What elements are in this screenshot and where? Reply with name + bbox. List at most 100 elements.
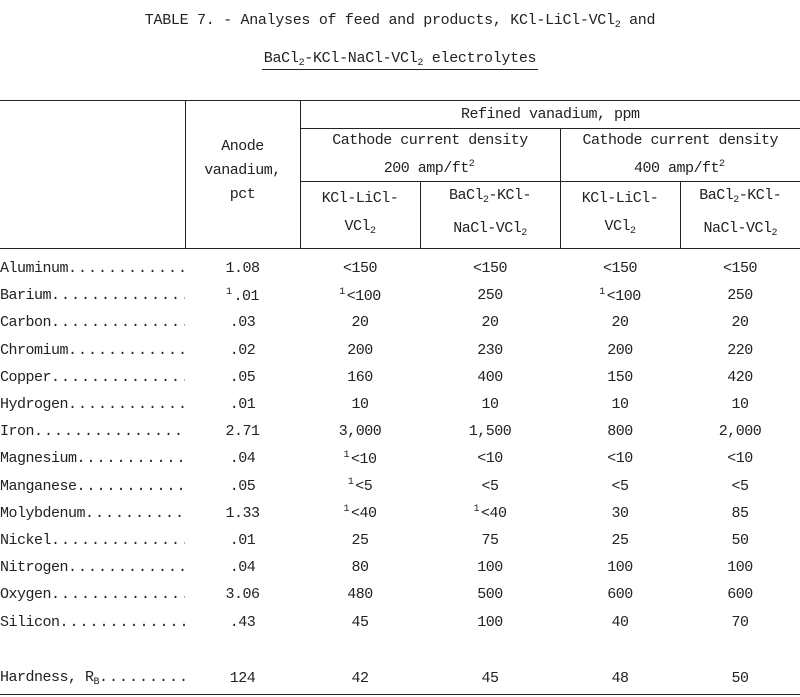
text: 600 (607, 586, 633, 604)
subscript: B (93, 677, 100, 689)
leader-dots: .................... (51, 531, 185, 549)
text-line: BaCl2-KCl- (681, 182, 800, 215)
text: .01 (229, 531, 256, 549)
table-row: Carbon.................... .03 20 20 20 20 (0, 309, 800, 336)
table-cell: <5 (680, 473, 800, 500)
table-row: Nitrogen.................... .04 80 100 100 1… (0, 554, 800, 581)
text: Molybdenum (0, 504, 86, 522)
text: .01 (229, 396, 256, 414)
table-cell: <10 (680, 445, 800, 472)
text: Hydrogen (0, 396, 69, 414)
text: Cathode current density (582, 132, 779, 149)
text-line: NaCl-VCl2 (421, 215, 560, 248)
text: 70 (731, 613, 750, 631)
table-row: Aluminum.................... 1.08 <150 <150… (0, 255, 800, 282)
title-text: TABLE 7. - Analyses of feed and products… (145, 12, 656, 31)
table-cell: 100 (420, 554, 560, 581)
footnote-mark: 1 (347, 477, 354, 489)
footnote-mark: 1 (343, 449, 349, 461)
table-cell: .04 (185, 445, 300, 472)
text-line: Anode (186, 135, 300, 159)
text-line: NaCl-VCl2 (681, 215, 800, 248)
text: BaCl (263, 50, 299, 67)
text: electrolytes (423, 50, 537, 67)
text: 200 (347, 341, 373, 359)
table-cell: 1 <100 (560, 282, 680, 309)
text: 200 amp/ft (383, 160, 470, 177)
table-cell: 30 (560, 500, 680, 527)
text: <150 (723, 260, 758, 278)
table-cell: 3.06 (185, 581, 300, 608)
text: 25 (611, 531, 629, 549)
leader-dots: .................... (51, 586, 185, 604)
subscript: 2 (771, 228, 778, 239)
text: Cathode current density (332, 132, 528, 149)
table-cell: 10 (420, 391, 560, 418)
table-cell: 200 (560, 337, 680, 364)
footnote-mark: 1 (473, 504, 479, 516)
text: Copper (0, 368, 52, 386)
column-header: KCl-LiCl- VCl2 (299, 181, 420, 249)
table-cell: 1.01 (185, 282, 300, 309)
text: <10 (351, 450, 377, 468)
text-line: VCl2 (301, 213, 420, 246)
row-label: Hardness, RB.................... (0, 663, 185, 695)
row-label: Silicon.................... (0, 608, 185, 635)
table-cell: 1 <5 (300, 473, 420, 500)
text: 3,000 (338, 423, 382, 441)
text: <5 (355, 478, 373, 496)
text: Manganese (0, 477, 77, 495)
text: 20 (611, 314, 629, 332)
text: VCl (604, 217, 630, 235)
group-header: Cathode current density 400 amp/ft2 (559, 128, 800, 182)
text: Aluminum (0, 260, 69, 278)
table-row: Manganese.....................051<5<5<5<… (0, 473, 800, 500)
text: 75 (481, 531, 499, 549)
title-line: BaCl2-KCl-NaCl-VCl2 electrolytes (0, 42, 800, 80)
table-cell: 420 (680, 364, 800, 391)
text-line: Cathode current density (561, 129, 800, 153)
table-cell: 1 <100 (300, 282, 420, 309)
table-cell: 10 (300, 391, 420, 418)
table-cell: <150 (300, 255, 420, 282)
text: VCl (344, 217, 370, 235)
text: .02 (229, 341, 256, 359)
row-label: Manganese.................... (0, 473, 185, 500)
table-cell: .01 (185, 391, 300, 418)
text: 80 (351, 559, 369, 577)
leader-dots: .................... (51, 368, 185, 386)
text: <5 (611, 477, 629, 495)
text: 150 (607, 368, 633, 386)
text: KCl-LiCl- (321, 189, 399, 207)
text: NaCl-VCl (453, 220, 522, 237)
table-cell: 50 (680, 527, 800, 554)
table-cell: 80 (300, 554, 420, 581)
text-line: Cathode current density (301, 129, 560, 153)
table-row: Iron.................... 2.71 3,000 1,500 80… (0, 418, 800, 445)
text: 420 (727, 368, 753, 386)
text: <5 (481, 477, 499, 495)
spacer (0, 636, 800, 664)
subscript: 2 (733, 195, 739, 206)
text: 10 (611, 396, 629, 414)
text: 45 (351, 613, 369, 631)
column-header: KCl-LiCl- VCl2 (559, 181, 680, 249)
text: 85 (731, 504, 750, 522)
text: <150 (602, 260, 638, 278)
text: 42 (351, 670, 369, 688)
spacer-cell (0, 636, 800, 664)
table-cell: 2.71 (185, 418, 300, 445)
text-line: KCl-LiCl- (301, 185, 420, 213)
subscript: 2 (521, 228, 527, 239)
text: <10 (607, 450, 633, 468)
text: 100 (477, 613, 503, 631)
text: <5 (731, 477, 750, 495)
table-cell: 100 (420, 608, 560, 635)
table-cell: 220 (680, 337, 800, 364)
text: Barium (0, 287, 52, 305)
header-row: Anode vanadium, pct Refined vanadium, ppm (0, 100, 800, 249)
row-label: Iron.................... (0, 418, 185, 445)
corner-cell (0, 100, 185, 249)
leader-dots: .................... (51, 314, 185, 332)
text: 20 (351, 314, 369, 332)
